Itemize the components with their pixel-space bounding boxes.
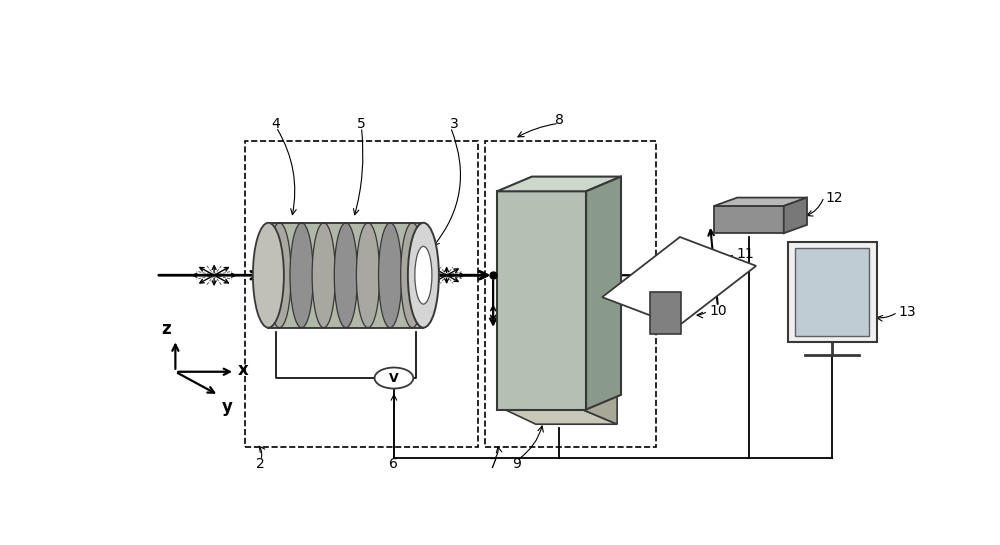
- Polygon shape: [268, 223, 423, 328]
- Bar: [788, 241, 877, 342]
- Bar: [795, 248, 869, 336]
- Text: V: V: [389, 372, 399, 385]
- Polygon shape: [714, 206, 784, 233]
- Text: 8: 8: [555, 113, 563, 127]
- Text: z: z: [161, 320, 171, 338]
- Polygon shape: [505, 409, 617, 424]
- Ellipse shape: [268, 223, 291, 328]
- Polygon shape: [586, 177, 621, 409]
- Text: 12: 12: [825, 191, 843, 204]
- Text: 4: 4: [272, 117, 280, 131]
- Polygon shape: [602, 237, 756, 326]
- Text: 10: 10: [709, 304, 727, 318]
- Circle shape: [375, 367, 413, 389]
- Ellipse shape: [356, 223, 380, 328]
- Polygon shape: [784, 198, 807, 233]
- Text: 3: 3: [450, 117, 459, 131]
- Ellipse shape: [379, 223, 402, 328]
- Ellipse shape: [312, 223, 335, 328]
- Ellipse shape: [408, 223, 439, 328]
- Text: 11: 11: [736, 247, 754, 261]
- Ellipse shape: [401, 223, 424, 328]
- Text: 9: 9: [512, 457, 521, 471]
- Bar: [650, 292, 681, 334]
- Polygon shape: [582, 395, 617, 424]
- Ellipse shape: [334, 223, 358, 328]
- Ellipse shape: [253, 223, 284, 328]
- Text: 5: 5: [357, 117, 366, 131]
- Ellipse shape: [290, 223, 313, 328]
- Polygon shape: [497, 191, 586, 409]
- Text: 7: 7: [489, 457, 498, 471]
- Polygon shape: [497, 177, 621, 191]
- Text: 2: 2: [256, 457, 265, 471]
- Polygon shape: [714, 198, 807, 206]
- Text: 13: 13: [899, 305, 917, 319]
- Ellipse shape: [415, 246, 432, 304]
- Text: 6: 6: [389, 457, 398, 471]
- Text: y: y: [221, 398, 232, 416]
- Text: x: x: [238, 361, 249, 379]
